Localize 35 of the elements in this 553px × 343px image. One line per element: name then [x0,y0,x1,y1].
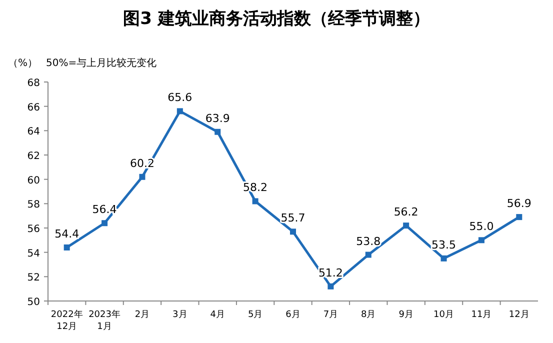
ylabel: （%） [8,58,38,69]
data-label: 63.9 [205,112,230,125]
xtick: 8月 [361,310,376,320]
ytick: 58 [27,200,40,211]
ytick: 60 [27,175,40,186]
ytick: 68 [27,78,40,89]
xtick: 5月 [248,310,263,320]
data-label: 56.2 [394,206,418,219]
ytick: 52 [27,272,40,284]
data-label: 55.7 [280,212,306,225]
data-label: 53.5 [432,238,456,252]
xtick: 2022年 12月 [50,310,83,332]
xtick: 11月 [471,310,492,320]
ytick: 56 [27,224,40,235]
xtick: 10月 [434,310,454,320]
ytick: 50 [27,297,40,308]
ytick: 62 [27,151,40,162]
ytick: 66 [27,102,40,114]
data-label: 55.0 [469,220,494,234]
xtick: 9月 [398,310,414,320]
ytick: 54 [27,248,40,260]
xtick: 12月 [508,310,530,320]
xtick: 3月 [172,310,188,320]
xtick: 4月 [210,310,225,320]
ytick: 64 [27,126,40,138]
annotation: 50%=与上月比较无变化 [46,58,157,69]
title: 图3 建筑业商务活动指数（经季节调整） [123,9,430,29]
xtick: 2023年 1月 [88,310,120,332]
xtick: 6月 [286,310,300,320]
data-label: 53.8 [356,234,381,248]
xtick: 2月 [134,310,150,320]
data-label: 54.4 [54,227,80,240]
data-label: 56.9 [506,197,532,210]
data-label: 65.6 [168,91,192,104]
xtick: 7月 [323,310,338,320]
